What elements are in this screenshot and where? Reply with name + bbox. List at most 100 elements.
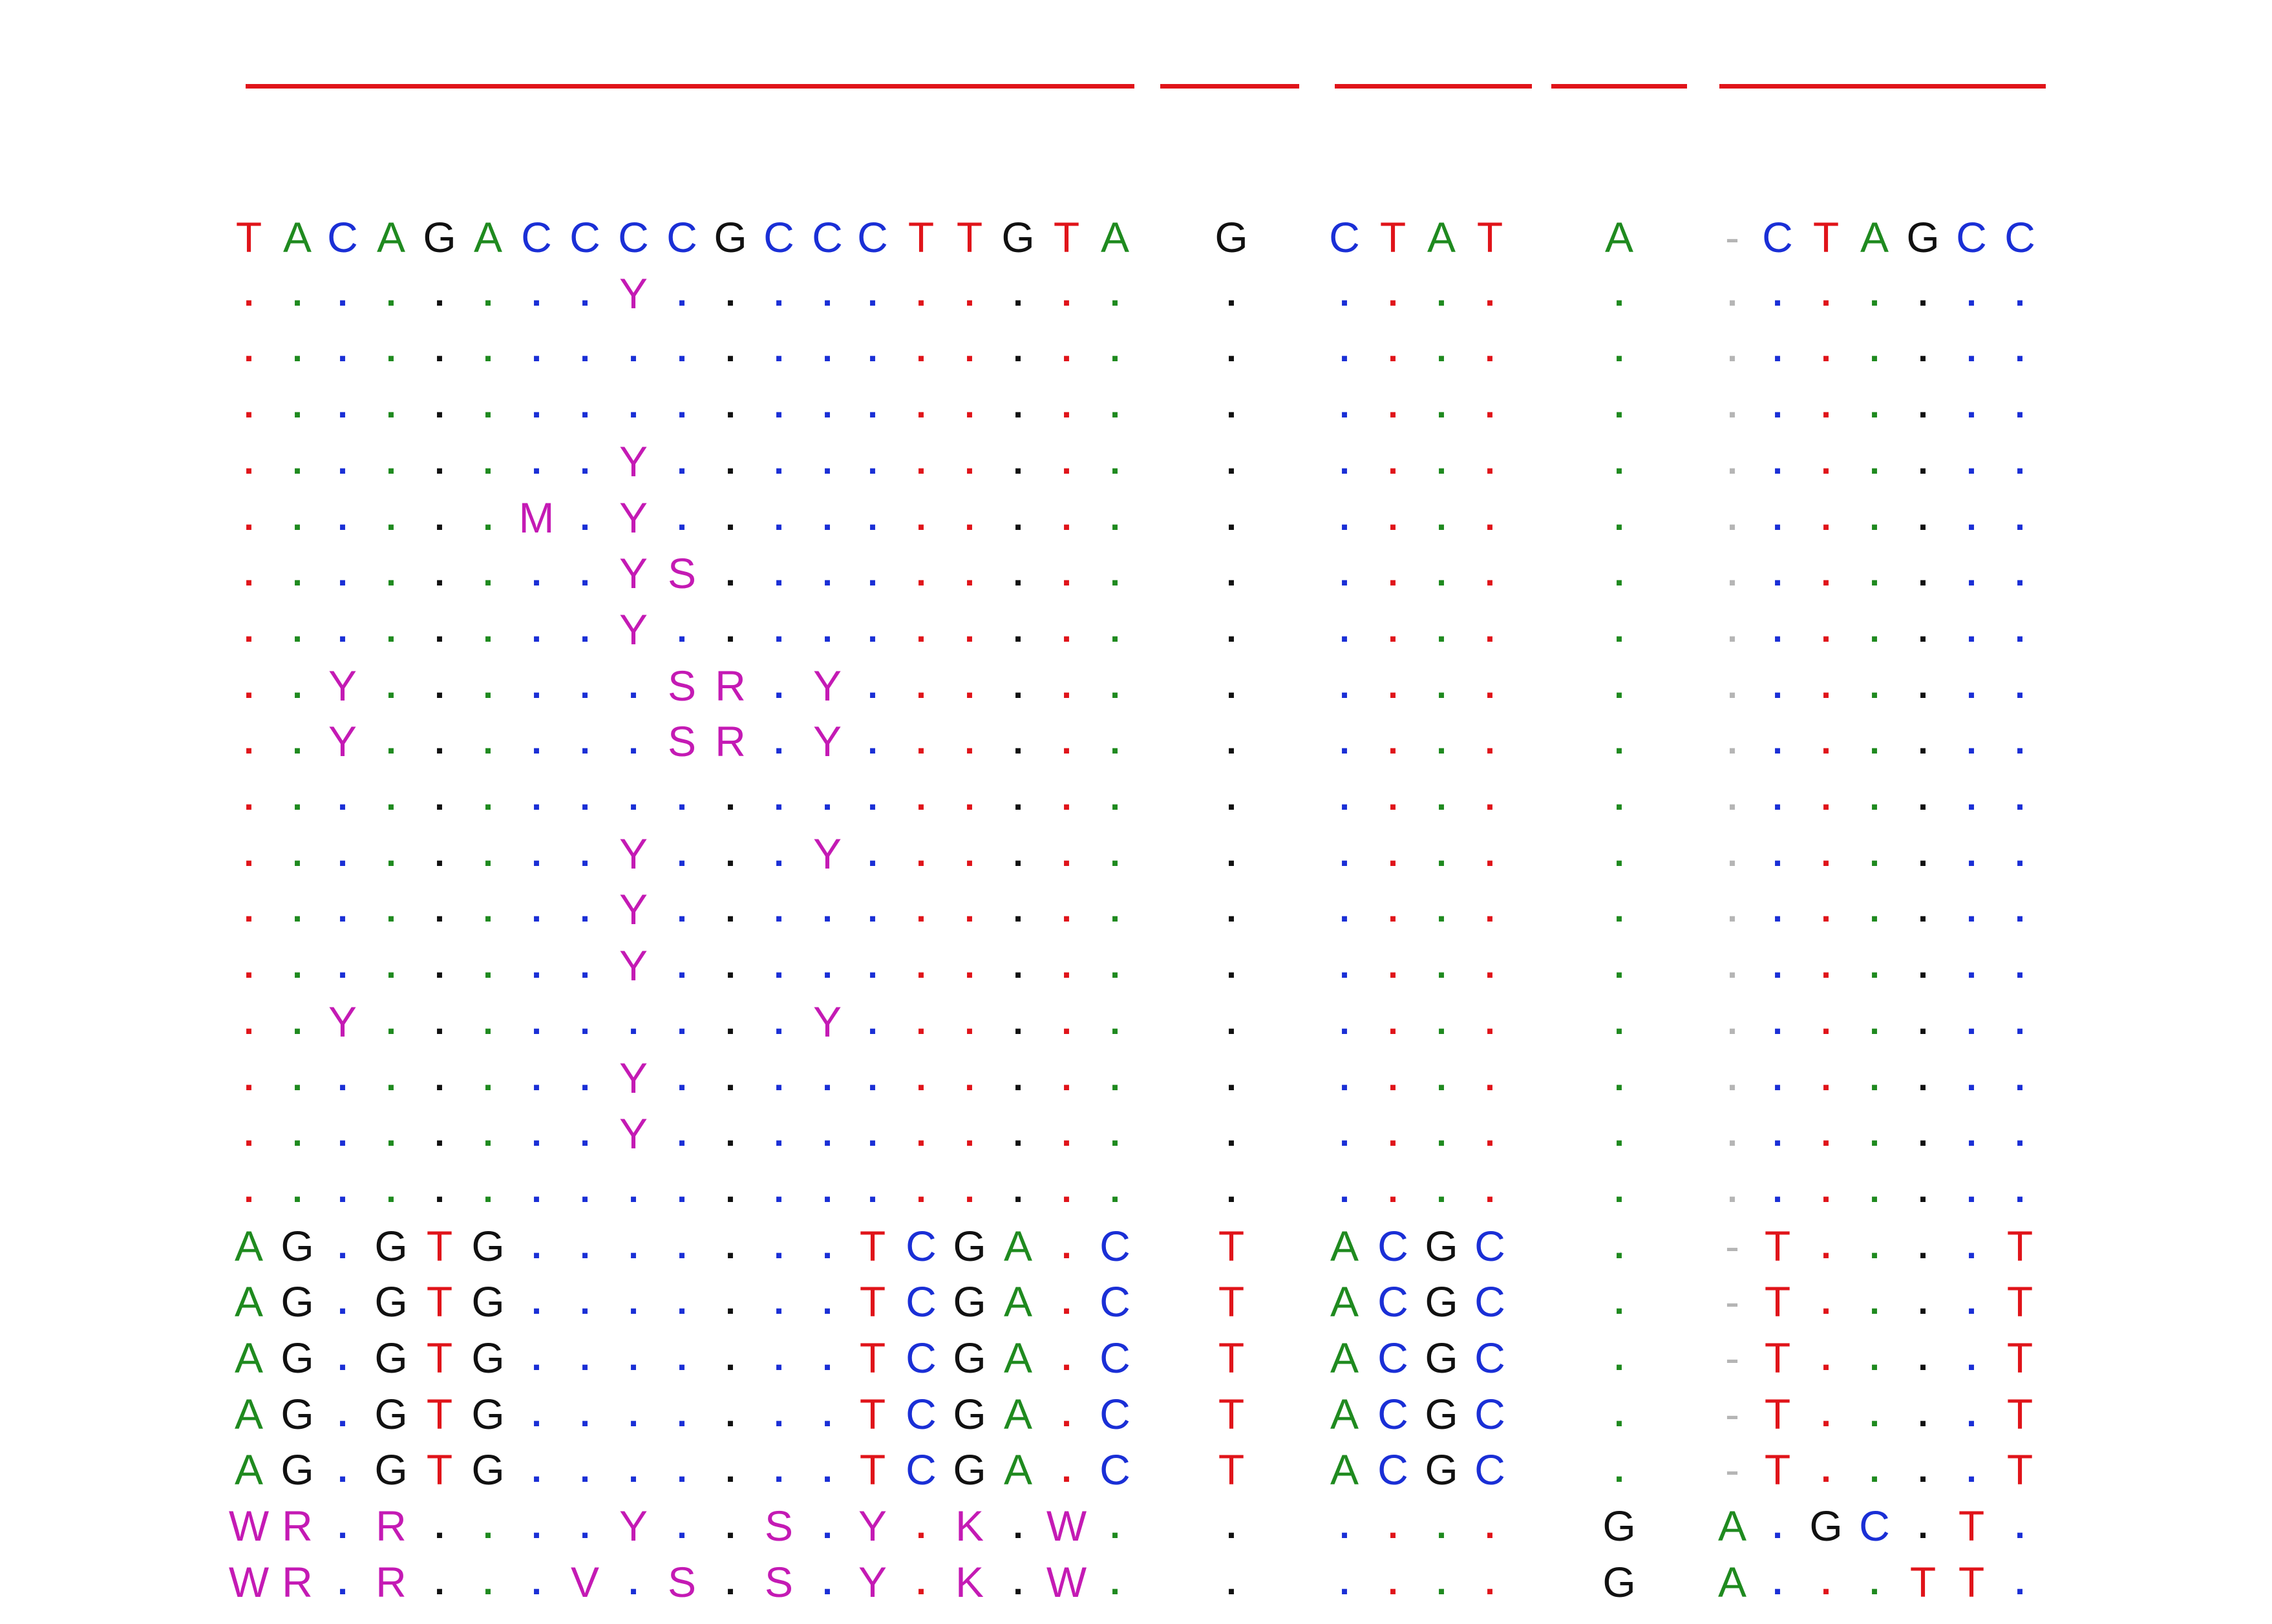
nucleotide-cell: C — [763, 213, 794, 261]
nucleotide-cell: . — [1821, 272, 1831, 313]
nucleotide-cell: G — [281, 1221, 314, 1270]
nucleotide-cell: G — [1425, 1389, 1458, 1438]
nucleotide-cell: . — [244, 889, 254, 930]
nucleotide-cell: A — [1003, 1334, 1033, 1382]
nucleotide-cell: . — [386, 889, 396, 930]
nucleotide-cell: . — [1485, 1000, 1495, 1042]
nucleotide-cell: . — [628, 664, 639, 706]
nucleotide-cell: . — [244, 385, 254, 426]
nucleotide-cell: A — [234, 1446, 264, 1494]
nucleotide-cell: . — [1013, 1168, 1023, 1210]
nucleotide-cell: . — [1614, 721, 1624, 762]
nucleotide-cell: . — [434, 664, 445, 706]
nucleotide-cell: . — [337, 777, 348, 817]
nucleotide-cell: C — [1377, 1446, 1408, 1494]
nucleotide-cell: . — [1614, 608, 1624, 649]
nucleotide-cell: . — [628, 328, 639, 370]
nucleotide-cell: . — [1772, 1000, 1783, 1042]
nucleotide-cell: . — [483, 664, 493, 706]
nucleotide-cell: C — [812, 213, 843, 261]
position-label — [999, 116, 1037, 174]
nucleotide-cell: . — [774, 553, 784, 594]
nucleotide-cell: . — [1821, 608, 1831, 649]
nucleotide-cell: . — [434, 889, 445, 930]
nucleotide-cell: . — [531, 440, 542, 481]
nucleotide-cell: . — [1918, 1337, 1928, 1378]
nucleotide-cell: . — [774, 1393, 784, 1434]
nucleotide-cell: . — [1869, 1393, 1880, 1434]
nucleotide-cell: . — [244, 496, 254, 538]
nucleotide-cell: . — [292, 608, 303, 649]
nucleotide-cell: . — [774, 777, 784, 817]
position-label — [950, 116, 989, 174]
nucleotide-cell: . — [1339, 440, 1350, 481]
nucleotide-cell: G — [953, 1334, 986, 1382]
nucleotide-cell: . — [1869, 440, 1880, 481]
nucleotide-cell: . — [1772, 385, 1783, 426]
nucleotide-cell: G — [281, 1446, 314, 1494]
nucleotide-cell: . — [2015, 945, 2025, 986]
position-label — [278, 116, 317, 174]
nucleotide-cell: T — [859, 1389, 886, 1438]
nucleotide-cell: . — [1436, 328, 1447, 370]
nucleotide-cell: . — [483, 385, 493, 426]
nucleotide-cell: . — [531, 1057, 542, 1098]
nucleotide-cell: Y — [619, 1110, 648, 1158]
nucleotide-cell: . — [1918, 889, 1928, 930]
nucleotide-cell: . — [628, 1449, 639, 1490]
nucleotide-cell: R — [715, 717, 746, 766]
nucleotide-cell: C — [1474, 1278, 1505, 1326]
nucleotide-cell: . — [1821, 1393, 1831, 1434]
nucleotide-cell: . — [2015, 721, 2025, 762]
nucleotide-cell: . — [964, 1000, 975, 1042]
nucleotide-cell: . — [725, 1225, 736, 1266]
nucleotide-cell: . — [1918, 328, 1928, 370]
sample-label — [26, 1442, 220, 1497]
nucleotide-cell: . — [867, 440, 878, 481]
nucleotide-cell: C — [1474, 1221, 1505, 1270]
nucleotide-cell: . — [1918, 1168, 1928, 1210]
nucleotide-cell: . — [434, 440, 445, 481]
position-label — [566, 116, 604, 174]
nucleotide-cell: T — [426, 1389, 453, 1438]
nucleotide-cell: . — [244, 1000, 254, 1042]
nucleotide-cell: . — [1061, 553, 1072, 594]
nucleotide-cell: . — [1821, 721, 1831, 762]
nucleotide-cell: Y — [812, 997, 842, 1046]
nucleotide-cell: . — [1226, 1505, 1237, 1546]
nucleotide-cell: . — [964, 889, 975, 930]
nucleotide-cell: . — [867, 328, 878, 370]
nucleotide-cell: . — [2015, 832, 2025, 874]
nucleotide-cell: . — [292, 328, 303, 370]
position-label — [517, 116, 556, 174]
nucleotide-cell: . — [1727, 1057, 1737, 1098]
nucleotide-cell: . — [1226, 832, 1237, 874]
nucleotide-cell: . — [964, 608, 975, 649]
sample-label — [26, 1555, 220, 1609]
nucleotide-cell: . — [822, 1449, 833, 1490]
position-label — [1758, 116, 1797, 174]
nucleotide-cell: A — [234, 1221, 264, 1270]
nucleotide-cell: . — [822, 1337, 833, 1378]
nucleotide-cell: . — [1727, 889, 1737, 930]
nucleotide-cell: - — [1725, 1389, 1739, 1438]
nucleotide-cell: . — [1110, 1057, 1120, 1098]
nucleotide-cell: . — [531, 385, 542, 426]
nucleotide-cell: . — [1614, 440, 1624, 481]
nucleotide-cell: . — [1918, 721, 1928, 762]
nucleotide-cell: . — [483, 945, 493, 986]
sample-label — [26, 1274, 220, 1329]
nucleotide-cell: A — [234, 1389, 264, 1438]
nucleotide-cell: . — [434, 272, 445, 313]
nucleotide-cell: T — [1379, 213, 1407, 261]
nucleotide-cell: . — [1226, 1561, 1237, 1602]
nucleotide-cell: . — [580, 608, 590, 649]
gene-bar-its — [246, 84, 1134, 89]
nucleotide-cell: . — [531, 1225, 542, 1266]
nucleotide-cell: . — [1226, 721, 1237, 762]
nucleotide-cell: . — [1727, 272, 1737, 313]
nucleotide-cell: G — [471, 1446, 505, 1494]
nucleotide-cell: . — [1485, 272, 1495, 313]
nucleotide-cell: . — [1226, 328, 1237, 370]
nucleotide-cell: . — [580, 945, 590, 986]
